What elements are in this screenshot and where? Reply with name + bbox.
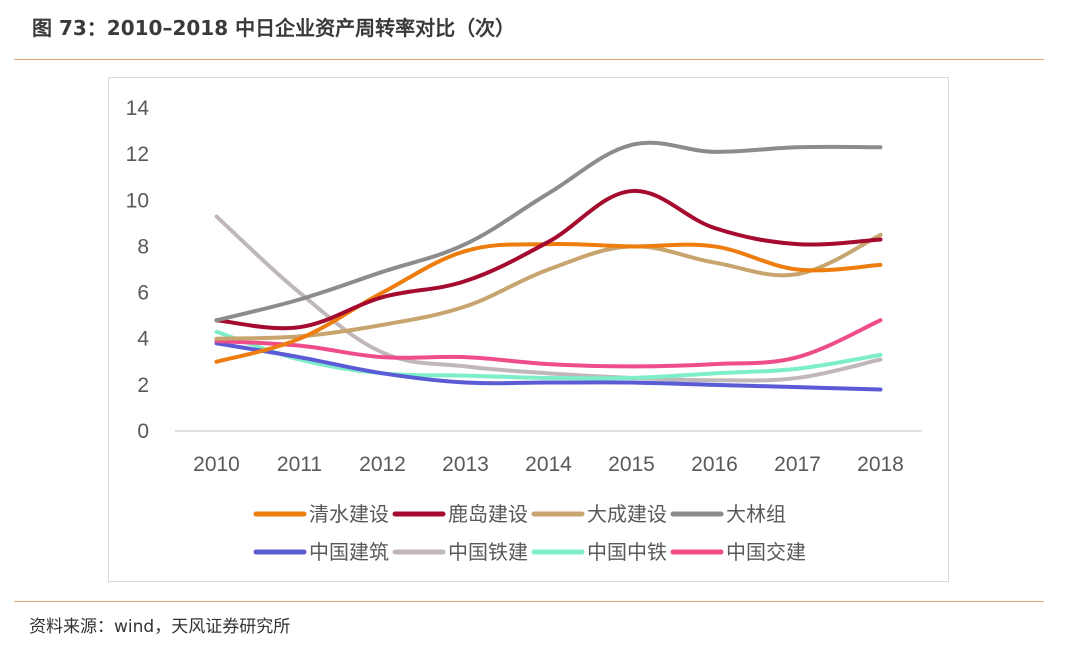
series-lines bbox=[214, 140, 883, 392]
x-tick-label: 2016 bbox=[691, 453, 738, 476]
series-line bbox=[214, 140, 883, 323]
legend-label: 清水建设 bbox=[309, 503, 389, 526]
series-line bbox=[214, 341, 883, 392]
chart-frame: 0 2 4 6 8 10 12 14 2010 2011 2012 2013 2014 2015 2016… bbox=[108, 77, 949, 582]
line-chart: 0 2 4 6 8 10 12 14 2010 2011 2012 2013 2014 2015 2016… bbox=[126, 97, 922, 564]
x-tick-label: 2015 bbox=[608, 453, 655, 476]
legend-label: 中国中铁 bbox=[587, 541, 667, 564]
x-tick-label: 2017 bbox=[774, 453, 821, 476]
x-tick-label: 2014 bbox=[525, 453, 572, 476]
legend-label: 大成建设 bbox=[587, 503, 667, 526]
x-tick-label: 2010 bbox=[193, 453, 240, 476]
y-tick-label: 4 bbox=[137, 328, 149, 351]
y-tick-label: 8 bbox=[137, 235, 149, 258]
legend-label: 鹿岛建设 bbox=[448, 503, 528, 526]
legend-label: 中国建筑 bbox=[309, 541, 389, 564]
y-tick-label: 14 bbox=[126, 97, 150, 120]
series-line bbox=[214, 241, 883, 364]
x-tick-label: 2012 bbox=[359, 453, 406, 476]
series-line bbox=[214, 214, 883, 383]
bottom-divider bbox=[14, 601, 1044, 602]
y-tick-label: 2 bbox=[137, 374, 149, 397]
x-tick-label: 2013 bbox=[442, 453, 489, 476]
y-tick-label: 12 bbox=[126, 143, 149, 166]
figure-title: 图 73：2010–2018 中日企业资产周转率对比（次） bbox=[32, 16, 516, 40]
x-axis: 2010 2011 2012 2013 2014 2015 2016 2017 2018 bbox=[193, 453, 904, 476]
legend-label: 中国铁建 bbox=[448, 541, 528, 564]
series-line bbox=[214, 189, 883, 331]
legend-label: 中国交建 bbox=[726, 541, 806, 564]
legend-label: 大林组 bbox=[726, 503, 786, 526]
source-note: 资料来源：wind，天风证券研究所 bbox=[29, 617, 291, 637]
y-tick-label: 10 bbox=[126, 189, 149, 212]
x-tick-label: 2018 bbox=[857, 453, 904, 476]
y-tick-label: 0 bbox=[137, 420, 149, 443]
x-tick-label: 2011 bbox=[277, 453, 322, 476]
y-axis: 0 2 4 6 8 10 12 14 bbox=[126, 97, 150, 443]
series-line bbox=[214, 329, 883, 381]
series-line bbox=[214, 318, 883, 369]
top-divider bbox=[14, 59, 1044, 60]
y-tick-label: 6 bbox=[137, 282, 149, 305]
series-line bbox=[214, 232, 883, 341]
